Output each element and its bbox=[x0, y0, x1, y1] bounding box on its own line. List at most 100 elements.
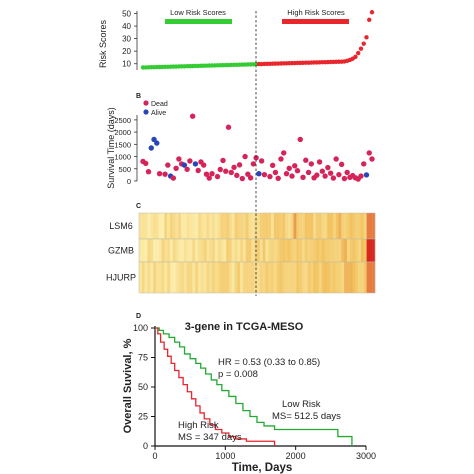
heatmap-cell bbox=[287, 239, 291, 262]
survival-point-dead bbox=[217, 166, 223, 173]
heatmap-cell bbox=[237, 213, 241, 239]
heatmap-cell bbox=[313, 262, 317, 293]
panel-d-y-tick-label: 100 bbox=[133, 323, 148, 333]
heatmap-cell bbox=[141, 239, 145, 262]
heatmap-cell bbox=[169, 239, 173, 262]
heatmap-cell bbox=[271, 213, 275, 239]
heatmap-cell bbox=[214, 239, 218, 262]
heatmap-cell bbox=[169, 213, 173, 239]
heatmap-cell bbox=[271, 239, 275, 262]
heatmap-cell bbox=[293, 239, 297, 262]
panel-label-d: D bbox=[136, 313, 141, 320]
survival-point-dead bbox=[303, 157, 309, 163]
panel-d-x-ticks: 0 1000 2000 3000 bbox=[152, 446, 376, 461]
survival-point-dead bbox=[195, 167, 201, 174]
panel-d-title: 3-gene in TCGA-MESO bbox=[185, 321, 304, 333]
panel-b-y-label: Survival Time (days) bbox=[106, 107, 116, 189]
heatmap-cell bbox=[237, 262, 241, 293]
heatmap-cell bbox=[287, 213, 291, 239]
heatmap-cell bbox=[234, 239, 238, 262]
survival-point-dead bbox=[228, 169, 234, 176]
km-curve-high-risk bbox=[155, 327, 276, 446]
heatmap-cell bbox=[150, 239, 154, 262]
heatmap-cell bbox=[321, 239, 325, 262]
heatmap-cell bbox=[268, 213, 272, 239]
heatmap-cell bbox=[304, 262, 308, 293]
survival-point-dead bbox=[369, 156, 375, 162]
heatmap-cell bbox=[363, 239, 367, 262]
survival-point-dead bbox=[292, 163, 298, 169]
heatmap-cell bbox=[304, 239, 308, 262]
survival-point-dead bbox=[361, 161, 367, 167]
survival-point-dead bbox=[170, 175, 177, 181]
heatmap-cell bbox=[242, 262, 246, 293]
survival-point-dead bbox=[297, 136, 303, 143]
panel-b-y-tick-label: 500 bbox=[118, 165, 131, 174]
heatmap-cell bbox=[296, 239, 300, 262]
panel-a: Low Risk Scores High Risk Scores 10 20 30 4… bbox=[98, 8, 375, 70]
heatmap-cell bbox=[164, 262, 168, 293]
heatmap-cell bbox=[332, 262, 336, 293]
survival-point-dead bbox=[225, 124, 232, 130]
heatmap-cell bbox=[358, 213, 362, 239]
heatmap-cell bbox=[271, 262, 275, 293]
heatmap-cell bbox=[307, 239, 311, 262]
survival-point-dead bbox=[247, 175, 254, 181]
heatmap-cell bbox=[268, 239, 272, 262]
heatmap-cell bbox=[299, 262, 303, 293]
heatmap-cell bbox=[209, 239, 213, 262]
heatmap-cell bbox=[248, 262, 252, 293]
heatmap-cell bbox=[344, 213, 348, 239]
heatmap-cell bbox=[183, 239, 187, 262]
heatmap-cell bbox=[155, 213, 159, 239]
heatmap-cell bbox=[183, 262, 187, 293]
heatmap-cell bbox=[318, 262, 322, 293]
heatmap-cell bbox=[265, 262, 269, 293]
heatmap-cell bbox=[158, 213, 162, 239]
heatmap-cell bbox=[155, 262, 159, 293]
heatmap-cell bbox=[273, 262, 277, 293]
survival-point-dead bbox=[319, 168, 326, 174]
heatmap-cell bbox=[251, 239, 255, 262]
heatmap-cell bbox=[167, 213, 171, 239]
survival-point-dead bbox=[269, 162, 276, 169]
risk-score-point bbox=[369, 10, 375, 15]
heatmap-cell bbox=[369, 262, 373, 293]
survival-point-dead bbox=[300, 174, 306, 181]
heatmap-cell bbox=[200, 239, 204, 262]
heatmap-cell bbox=[259, 262, 263, 293]
panel-label-b: B bbox=[136, 93, 141, 100]
panel-a-y-tick-label: 50 bbox=[122, 10, 131, 19]
heatmap-row-label: HJURP bbox=[106, 273, 136, 283]
heatmap-cell bbox=[366, 213, 370, 239]
heatmap-cell bbox=[324, 213, 328, 239]
heatmap-cell bbox=[279, 213, 283, 239]
survival-point-dead bbox=[214, 173, 221, 180]
heatmap-cell bbox=[327, 213, 331, 239]
heatmap-cell bbox=[198, 239, 202, 262]
heatmap-cell bbox=[144, 262, 148, 293]
heatmap-cell bbox=[349, 213, 353, 239]
heatmap-cell bbox=[360, 262, 364, 293]
heatmap-cell bbox=[290, 239, 294, 262]
heatmap-cell bbox=[358, 262, 362, 293]
heatmap-cell bbox=[372, 262, 376, 293]
panel-d-y-ticks: 0 25 50 75 100 bbox=[133, 323, 155, 451]
panel-a-y-tick-label: 20 bbox=[122, 47, 131, 56]
heatmap-cell bbox=[198, 262, 202, 293]
heatmap-cell bbox=[206, 262, 210, 293]
heatmap-cell bbox=[346, 239, 350, 262]
heatmap-cell bbox=[181, 213, 185, 239]
heatmap-cell bbox=[178, 262, 182, 293]
heatmap-cell bbox=[290, 262, 294, 293]
heatmap-cell bbox=[304, 213, 308, 239]
panel-d-x-tick-label: 2000 bbox=[286, 451, 306, 461]
risk-score-point bbox=[364, 35, 369, 40]
heatmap-cell bbox=[335, 262, 339, 293]
heatmap-cell bbox=[324, 239, 328, 262]
heatmap-cell bbox=[316, 239, 320, 262]
heatmap-cell bbox=[372, 239, 376, 262]
survival-point-dead bbox=[239, 175, 246, 182]
heatmap-cell bbox=[268, 262, 272, 293]
